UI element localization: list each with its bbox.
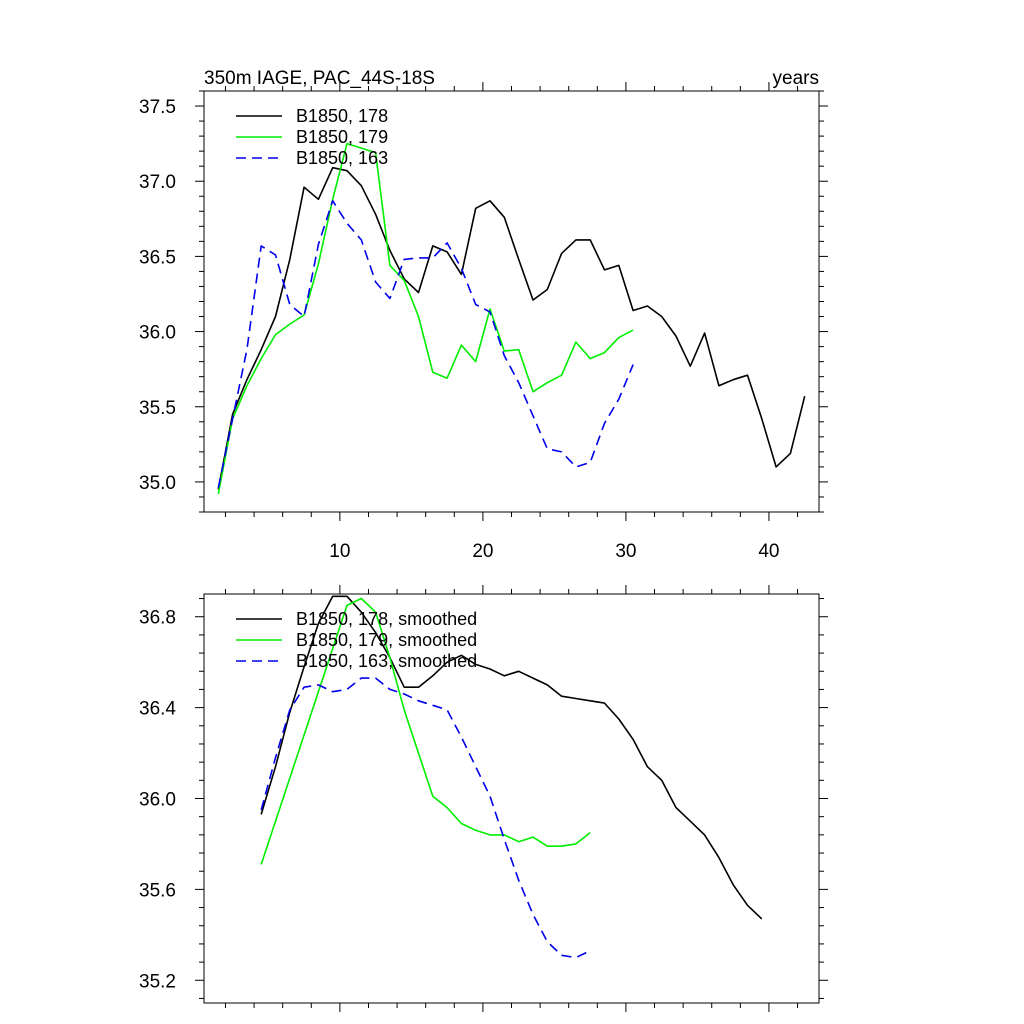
- chart-panel-top: 10 20 30 40 35.0 35.5 36.0 36.5 37.0 37.5 B1850, 1…: [139, 82, 828, 562]
- legend-label: B1850, 178: [296, 106, 388, 126]
- legend-label: B1850, 179: [296, 127, 388, 147]
- y-tick-label: 35.0: [139, 473, 176, 494]
- y-tick-label: 36.8: [139, 608, 176, 629]
- legend-label: B1850, 163, smoothed: [296, 651, 477, 671]
- x-tick-label: 10: [329, 541, 350, 562]
- x-tick-label: 20: [472, 541, 493, 562]
- legend-label: B1850, 178, smoothed: [296, 609, 477, 629]
- chart-title-left: 350m IAGE, PAC_44S-18S: [204, 68, 435, 89]
- series-line-2: [260, 597, 591, 865]
- series-line-3: [260, 677, 591, 959]
- y-tick-label: 36.0: [139, 790, 176, 811]
- series-line-1: [260, 595, 763, 920]
- x-tick-label: 40: [758, 541, 779, 562]
- series-line-2: [217, 142, 634, 495]
- y-tick-label: 36.0: [139, 323, 176, 344]
- y-tick-label: 36.4: [139, 699, 176, 720]
- y-tick-label: 35.5: [139, 398, 176, 419]
- y-tick-label: 35.6: [139, 880, 176, 901]
- legend-label: B1850, 163: [296, 148, 388, 168]
- y-tick-label: 37.0: [139, 172, 176, 193]
- chart-panel-bottom: 35.2 35.6 36.0 36.4 36.8 B1850, 178, smoothed…: [139, 585, 828, 1012]
- y-tick-label: 37.5: [139, 97, 176, 118]
- legend-label: B1850, 179, smoothed: [296, 630, 477, 650]
- chart-title-right: years: [773, 68, 819, 89]
- y-tick-label: 35.2: [139, 971, 176, 992]
- series-line-1: [217, 166, 806, 490]
- series-line-3: [217, 200, 634, 489]
- y-tick-label: 36.5: [139, 247, 176, 268]
- x-tick-label: 30: [615, 541, 636, 562]
